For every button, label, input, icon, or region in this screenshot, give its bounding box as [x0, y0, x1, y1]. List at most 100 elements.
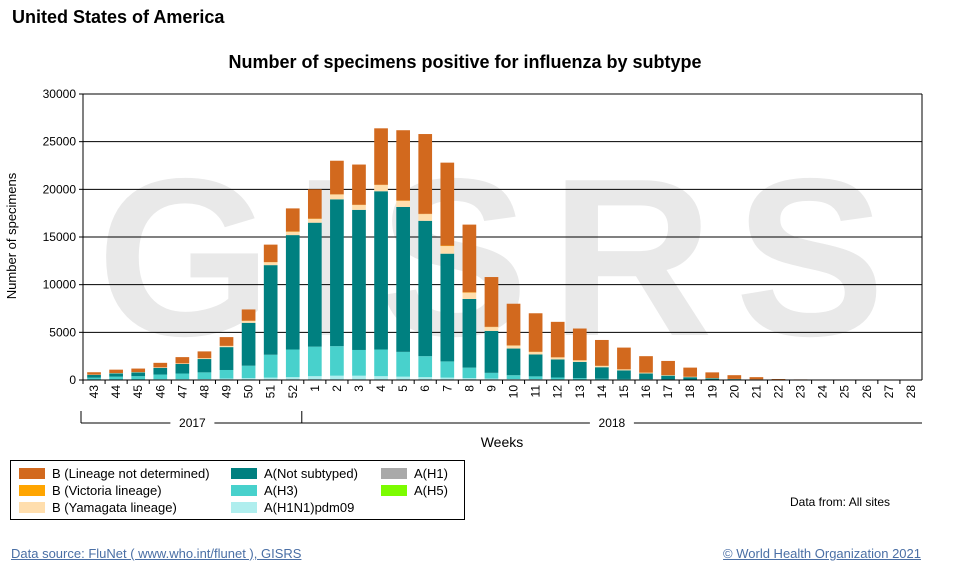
bar-segment — [131, 376, 146, 380]
x-tick-label: 6 — [418, 385, 432, 392]
legend-swatch — [381, 468, 407, 479]
year-label: 2017 — [179, 416, 206, 430]
bar-segment — [131, 368, 146, 373]
x-tick-label: 50 — [242, 385, 256, 399]
bar-segment — [484, 378, 499, 380]
x-tick-label: 22 — [771, 385, 785, 399]
bars — [87, 128, 918, 381]
legend-swatch — [19, 468, 45, 479]
bar-segment — [683, 377, 698, 380]
bar-segment — [661, 360, 675, 376]
x-tick-label: 49 — [220, 385, 234, 399]
bar-segment — [396, 206, 410, 352]
bar-segment — [440, 377, 455, 380]
bar-segment — [683, 367, 698, 377]
legend-item-a-h1: A(H1) — [381, 466, 448, 481]
bar-segment — [330, 375, 344, 380]
legend-item-b-victoria: B (Victoria lineage) — [19, 483, 162, 498]
year-label-bg — [589, 415, 634, 429]
bar-segment — [374, 191, 388, 350]
bar-segment — [506, 375, 521, 380]
bar-segment — [506, 348, 521, 376]
x-tick-label: 51 — [264, 385, 278, 399]
x-tick-label: 13 — [573, 385, 587, 399]
bar-segment — [374, 128, 388, 185]
bar-segment — [484, 330, 499, 373]
copyright-link[interactable]: © World Health Organization 2021 — [723, 546, 921, 561]
bar-segment — [219, 378, 234, 380]
legend-item-a-not-subtyped: A(Not subtyped) — [231, 466, 358, 481]
bar-segment — [462, 378, 477, 380]
bar-segment — [352, 205, 366, 210]
legend-item-a-h5: A(H5) — [381, 483, 448, 498]
bar-segment — [219, 345, 234, 348]
legend-item-b-yamagata: B (Yamagata lineage) — [19, 500, 177, 515]
x-tick-label: 52 — [286, 385, 300, 399]
bar-segment — [241, 378, 256, 380]
x-tick-label: 20 — [727, 385, 741, 399]
bar-segment — [550, 359, 565, 378]
gisrs-watermark: GISRS — [97, 131, 907, 383]
x-tick-label: 7 — [440, 385, 454, 392]
bar-segment — [263, 262, 278, 266]
bar-segment — [462, 367, 477, 379]
bar-segment — [572, 361, 587, 379]
bar-segment — [705, 372, 720, 378]
bar-segment — [307, 218, 322, 223]
bar-segment — [285, 349, 300, 378]
bar-segment — [131, 372, 146, 377]
x-tick-label: 23 — [794, 385, 808, 399]
x-tick-label: 15 — [617, 385, 631, 399]
bar-segment — [175, 357, 190, 364]
chart-title: Number of specimens positive for influen… — [228, 52, 702, 72]
bar-segment — [617, 347, 631, 370]
x-tick-label: 4 — [374, 385, 388, 392]
bar-segment — [572, 328, 587, 361]
bar-segment — [153, 362, 168, 368]
bar-segment — [241, 365, 256, 379]
bar-segment — [440, 162, 455, 246]
bar-segment — [550, 377, 565, 380]
legend-swatch — [231, 485, 257, 496]
bar-segment — [109, 373, 123, 377]
y-tick-label: 20000 — [43, 182, 77, 196]
bar-segment — [396, 376, 410, 380]
y-tick-label: 5000 — [49, 325, 76, 339]
bar-segment — [87, 374, 101, 378]
x-tick-label: 18 — [683, 385, 697, 399]
bar-segment — [396, 351, 410, 377]
x-tick-label: 10 — [507, 385, 521, 399]
legend: B (Lineage not determined) B (Victoria l… — [10, 460, 465, 520]
bar-segment — [639, 372, 653, 374]
data-source-link[interactable]: Data source: FluNet ( www.who.int/flunet… — [11, 546, 302, 561]
bar-segment — [241, 309, 256, 321]
bar-segment — [153, 374, 168, 380]
bar-segment — [572, 378, 587, 380]
bar-segment — [484, 327, 499, 331]
x-tick-label: 48 — [197, 385, 211, 399]
x-tick-label: 2 — [330, 385, 344, 392]
legend-item-b-lineage-not-determined: B (Lineage not determined) — [19, 466, 210, 481]
bar-segment — [307, 222, 322, 347]
x-axis-label: Weeks — [481, 434, 524, 450]
bar-segment — [550, 321, 565, 358]
bar-segment — [771, 379, 786, 380]
x-tick-label: 21 — [749, 385, 763, 399]
bar-segment — [285, 231, 300, 236]
bar-segment — [87, 372, 101, 375]
legend-label: B (Victoria lineage) — [52, 483, 162, 498]
bar-segment — [595, 365, 609, 368]
bar-segment — [352, 349, 366, 376]
x-tick-label: 28 — [904, 385, 918, 399]
bar-segment — [506, 303, 521, 346]
legend-item-a-h1n1pdm09: A(H1N1)pdm09 — [231, 500, 354, 515]
bar-segment — [617, 369, 631, 371]
bar-segment — [285, 377, 300, 380]
x-tick-label: 25 — [838, 385, 852, 399]
bar-segment — [484, 372, 499, 379]
y-tick-label: 10000 — [43, 278, 77, 292]
bar-segment — [374, 349, 388, 377]
bar-segment — [418, 214, 433, 221]
bar-segment — [396, 200, 410, 207]
